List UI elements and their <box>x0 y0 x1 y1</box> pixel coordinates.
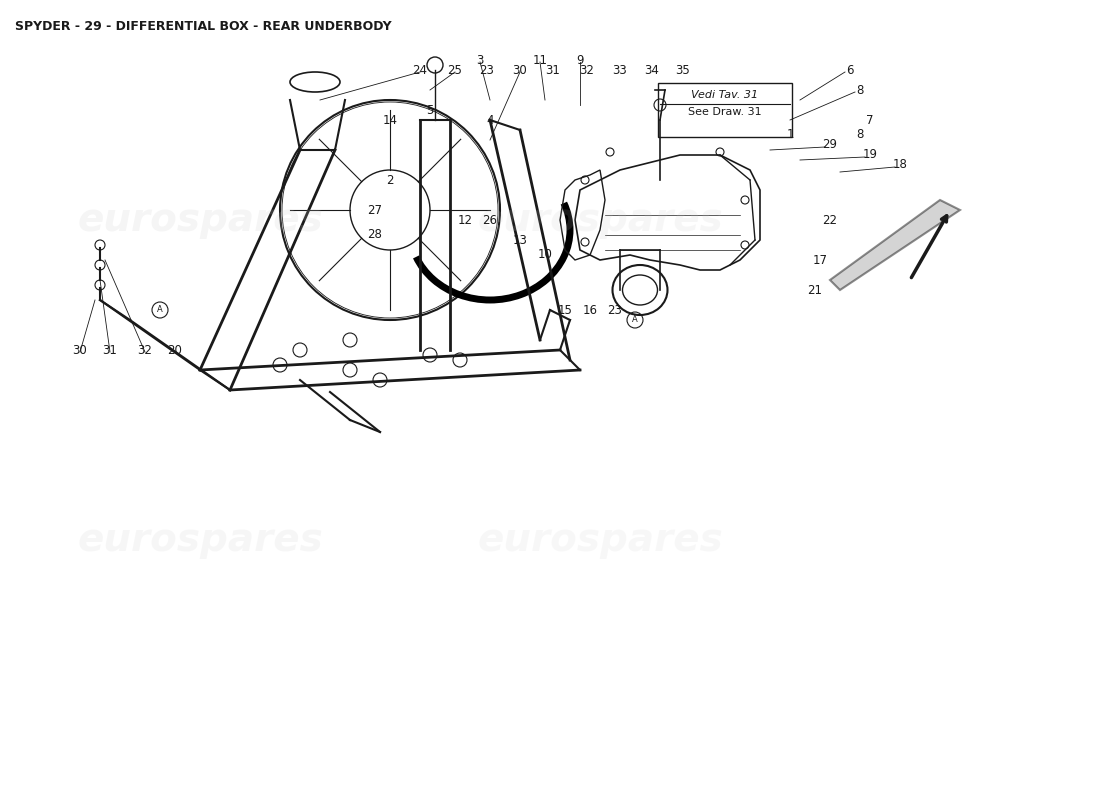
Text: 15: 15 <box>558 303 572 317</box>
Text: 12: 12 <box>458 214 473 226</box>
Text: 3: 3 <box>476 54 484 66</box>
Text: 31: 31 <box>546 63 560 77</box>
Text: 9: 9 <box>576 54 584 66</box>
Text: 11: 11 <box>532 54 548 66</box>
Text: 32: 32 <box>138 343 153 357</box>
Text: See Draw. 31: See Draw. 31 <box>689 107 762 117</box>
Text: 17: 17 <box>813 254 827 266</box>
Text: 20: 20 <box>167 343 183 357</box>
Text: 31: 31 <box>102 343 118 357</box>
Text: 1: 1 <box>786 129 794 142</box>
Text: 27: 27 <box>367 203 383 217</box>
Text: eurospares: eurospares <box>477 521 723 559</box>
Text: A: A <box>632 315 638 325</box>
Text: 6: 6 <box>846 63 854 77</box>
Text: 13: 13 <box>513 234 527 246</box>
Text: eurospares: eurospares <box>477 201 723 239</box>
Text: 34: 34 <box>645 63 659 77</box>
Text: 23: 23 <box>480 63 494 77</box>
Text: eurospares: eurospares <box>77 521 323 559</box>
Text: 24: 24 <box>412 63 428 77</box>
Text: 32: 32 <box>580 63 594 77</box>
Text: 35: 35 <box>675 63 691 77</box>
Text: 30: 30 <box>73 343 87 357</box>
Text: A: A <box>157 306 163 314</box>
Text: 29: 29 <box>823 138 837 151</box>
Text: Vedi Tav. 31: Vedi Tav. 31 <box>692 90 759 100</box>
Text: 19: 19 <box>862 149 878 162</box>
Text: 23: 23 <box>607 303 623 317</box>
Text: 2: 2 <box>386 174 394 186</box>
Text: 16: 16 <box>583 303 597 317</box>
Text: eurospares: eurospares <box>77 201 323 239</box>
Text: 4: 4 <box>486 114 494 126</box>
Text: 25: 25 <box>448 63 462 77</box>
Text: 14: 14 <box>383 114 397 126</box>
Text: 8: 8 <box>856 83 864 97</box>
Text: 33: 33 <box>613 63 627 77</box>
Text: SPYDER - 29 - DIFFERENTIAL BOX - REAR UNDERBODY: SPYDER - 29 - DIFFERENTIAL BOX - REAR UN… <box>15 20 392 33</box>
Text: 30: 30 <box>513 63 527 77</box>
Text: 8: 8 <box>856 129 864 142</box>
Text: 7: 7 <box>867 114 873 126</box>
Text: 28: 28 <box>367 229 383 242</box>
Polygon shape <box>830 200 960 290</box>
Text: 10: 10 <box>538 249 552 262</box>
Text: 18: 18 <box>892 158 907 171</box>
Text: 22: 22 <box>823 214 837 226</box>
Text: 21: 21 <box>807 283 823 297</box>
Text: 5: 5 <box>427 103 433 117</box>
Text: 26: 26 <box>483 214 497 226</box>
